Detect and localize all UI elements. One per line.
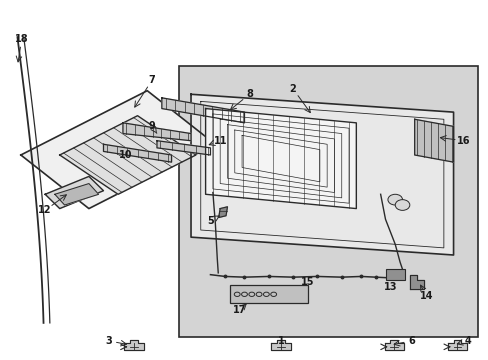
Text: 7: 7 [148,75,155,85]
Text: 18: 18 [15,34,29,44]
Polygon shape [60,116,196,194]
Text: 17: 17 [232,305,246,315]
Polygon shape [414,119,453,162]
Polygon shape [271,341,290,350]
Polygon shape [122,123,191,141]
Text: 8: 8 [245,89,252,99]
Bar [229,285,307,303]
Polygon shape [447,341,466,350]
Polygon shape [162,98,244,123]
Text: 13: 13 [383,282,396,292]
Polygon shape [103,144,171,162]
Text: 5: 5 [206,216,213,226]
Polygon shape [205,109,356,208]
Text: 3: 3 [105,336,111,346]
Circle shape [387,194,402,205]
Polygon shape [55,184,99,205]
Polygon shape [21,91,215,208]
Text: 1: 1 [277,336,284,346]
Text: 2: 2 [289,84,296,94]
Text: 4: 4 [464,336,470,346]
Text: 12: 12 [39,205,52,215]
Polygon shape [409,275,424,289]
Text: 11: 11 [213,136,226,146]
Bar [385,269,404,280]
Polygon shape [191,94,453,255]
Text: 6: 6 [408,336,415,346]
Polygon shape [124,341,143,350]
Text: 15: 15 [300,277,314,287]
Polygon shape [218,207,227,217]
Text: 16: 16 [456,136,469,146]
Text: 10: 10 [119,150,132,160]
Polygon shape [384,341,403,350]
Bar [179,66,477,337]
Text: 9: 9 [148,121,155,131]
Polygon shape [157,141,210,155]
Polygon shape [45,176,103,208]
Text: 14: 14 [419,291,433,301]
Circle shape [394,200,409,210]
